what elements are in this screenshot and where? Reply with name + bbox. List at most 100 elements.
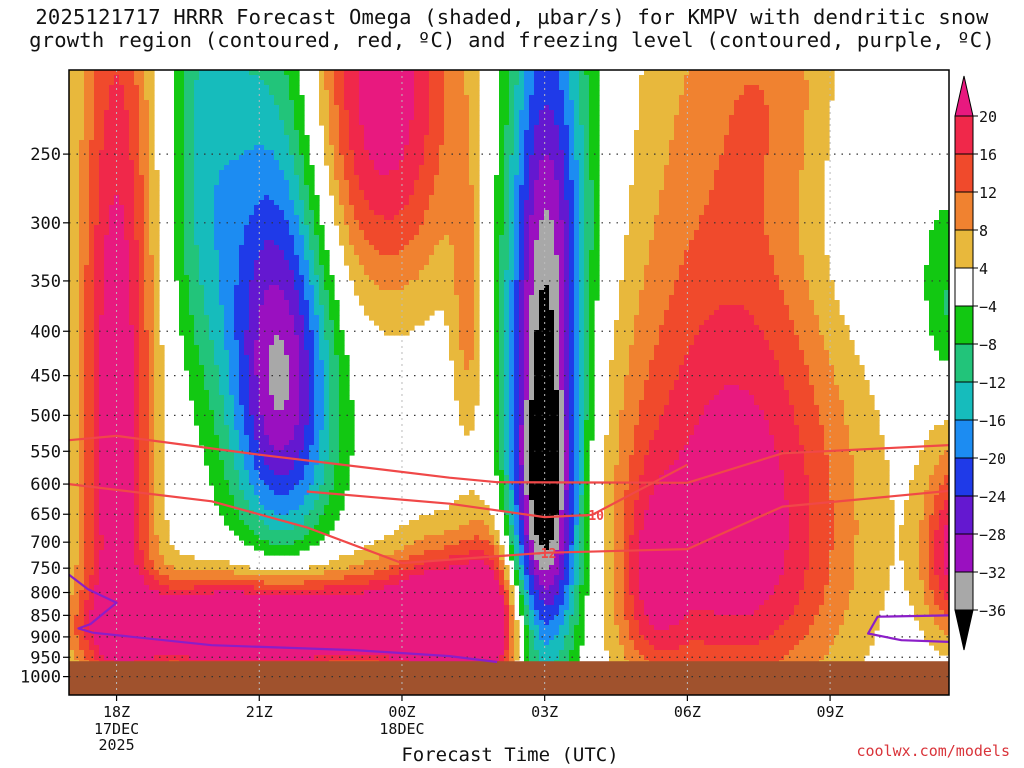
omega-cell: [384, 120, 390, 126]
omega-cell: [444, 210, 450, 216]
omega-cell: [149, 115, 155, 121]
omega-cell: [504, 160, 510, 166]
omega-cell: [244, 170, 250, 176]
omega-cell: [454, 150, 460, 156]
omega-cell: [594, 195, 600, 201]
omega-cell: [239, 140, 245, 146]
omega-cell: [759, 225, 765, 231]
omega-cell: [764, 250, 770, 256]
omega-cell: [174, 160, 180, 166]
omega-cell: [739, 90, 745, 96]
omega-cell: [774, 220, 780, 226]
omega-cell: [414, 235, 420, 241]
omega-cell: [74, 235, 80, 241]
omega-cell: [559, 170, 565, 176]
omega-cell: [234, 145, 240, 151]
omega-cell: [564, 235, 570, 241]
omega-cell: [709, 190, 715, 196]
omega-cell: [824, 90, 830, 96]
omega-cell: [704, 165, 710, 171]
omega-cell: [94, 95, 100, 101]
omega-cell: [99, 205, 105, 211]
omega-cell: [279, 195, 285, 201]
omega-cell: [709, 215, 715, 221]
omega-cell: [769, 140, 775, 146]
omega-cell: [549, 110, 555, 116]
omega-cell: [639, 100, 645, 106]
omega-cell: [714, 125, 720, 131]
omega-cell: [189, 215, 195, 221]
omega-cell: [699, 160, 705, 166]
omega-cell: [394, 85, 400, 91]
omega-cell: [664, 165, 670, 171]
omega-cell: [509, 145, 515, 151]
omega-cell: [519, 105, 525, 111]
omega-cell: [284, 115, 290, 121]
omega-cell: [524, 175, 530, 181]
omega-cell: [734, 210, 740, 216]
omega-cell: [389, 185, 395, 191]
omega-cell: [404, 245, 410, 251]
omega-cell: [499, 145, 505, 151]
omega-cell: [199, 150, 205, 156]
omega-cell: [429, 225, 435, 231]
omega-cell: [249, 80, 255, 86]
omega-cell: [189, 140, 195, 146]
omega-cell: [594, 95, 600, 101]
omega-cell: [729, 100, 735, 106]
omega-cell: [769, 160, 775, 166]
omega-cell: [189, 135, 195, 141]
omega-cell: [654, 200, 660, 206]
omega-cell: [439, 245, 445, 251]
omega-cell: [759, 95, 765, 101]
omega-cell: [219, 95, 225, 101]
omega-cell: [564, 215, 570, 221]
omega-cell: [414, 85, 420, 91]
omega-cell: [339, 215, 345, 221]
omega-cell: [439, 150, 445, 156]
omega-cell: [359, 105, 365, 111]
omega-cell: [779, 155, 785, 161]
omega-cell: [69, 195, 75, 201]
omega-cell: [494, 250, 500, 256]
omega-cell: [524, 145, 530, 151]
omega-cell: [639, 215, 645, 221]
omega-cell: [504, 165, 510, 171]
omega-cell: [294, 185, 300, 191]
omega-cell: [404, 100, 410, 106]
omega-cell: [559, 95, 565, 101]
omega-cell: [689, 70, 695, 76]
omega-cell: [399, 185, 405, 191]
omega-cell: [334, 135, 340, 141]
omega-cell: [309, 200, 315, 206]
omega-cell: [449, 190, 455, 196]
omega-cell: [179, 215, 185, 221]
omega-cell: [304, 245, 310, 251]
omega-cell: [559, 225, 565, 231]
omega-cell: [424, 195, 430, 201]
omega-cell: [764, 110, 770, 116]
omega-cell: [229, 110, 235, 116]
omega-cell: [654, 85, 660, 91]
omega-cell: [404, 160, 410, 166]
omega-cell: [774, 150, 780, 156]
omega-cell: [464, 210, 470, 216]
omega-cell: [194, 150, 200, 156]
omega-cell: [334, 185, 340, 191]
omega-cell: [419, 105, 425, 111]
omega-cell: [789, 230, 795, 236]
omega-cell: [719, 215, 725, 221]
omega-cell: [429, 90, 435, 96]
omega-cell: [754, 80, 760, 86]
omega-cell: [214, 90, 220, 96]
omega-cell: [349, 205, 355, 211]
omega-cell: [184, 120, 190, 126]
omega-cell: [774, 180, 780, 186]
omega-cell: [219, 245, 225, 251]
omega-cell: [239, 75, 245, 81]
omega-cell: [124, 80, 130, 86]
omega-cell: [454, 110, 460, 116]
omega-cell: [79, 245, 85, 251]
omega-cell: [179, 125, 185, 131]
omega-cell: [254, 195, 260, 201]
